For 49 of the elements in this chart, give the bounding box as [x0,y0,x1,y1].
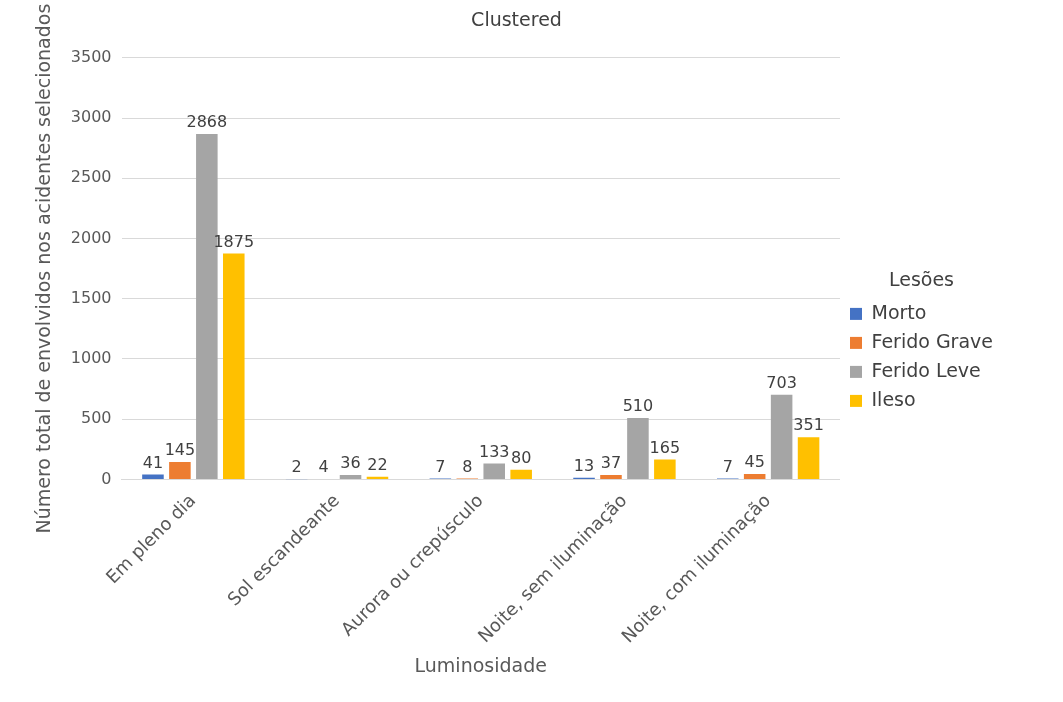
data-label: 133 [478,441,510,461]
bar [797,437,820,479]
data-label: 4 [318,457,329,477]
data-label: 165 [649,437,681,457]
y-tick-label: 2500 [70,167,112,187]
y-tick-label: 3500 [70,46,112,66]
data-label: 13 [573,456,595,476]
y-tick-label: 1000 [70,348,112,368]
legend-label: Ferido Grave [871,329,994,352]
y-tick-label: 1500 [70,287,112,307]
legend-title: Lesões [888,268,955,291]
bar [339,475,362,479]
bar [483,463,506,479]
data-label: 41 [142,452,164,472]
bar [223,253,245,479]
data-label: 8 [462,456,473,476]
y-tick-label: 2000 [70,227,112,247]
data-label: 145 [164,440,196,460]
data-label: 2868 [186,112,228,132]
bar [770,394,793,479]
y-tick-label: 0 [101,468,112,488]
bar [169,461,191,479]
data-label: 2 [291,457,302,477]
bar [600,474,622,479]
bar [743,473,766,479]
chart-title: Clustered [471,8,562,31]
data-label: 703 [766,372,797,392]
bar [510,469,532,479]
data-label: 1875 [213,231,255,251]
data-label: 37 [600,453,622,473]
data-label: 510 [622,396,654,416]
data-label: 7 [722,456,733,476]
data-label: 80 [510,447,532,467]
data-label: 351 [793,415,824,435]
data-label: 45 [744,452,765,472]
bar [366,476,389,479]
bar [654,459,676,479]
y-axis-title: Número total de envolvidos nos acidentes selecionados [32,3,55,534]
y-tick-label: 3000 [70,107,112,127]
bar [142,474,164,479]
x-axis-title: Luminosidade [414,653,547,676]
data-label: 7 [435,456,446,476]
legend-label: Ileso [871,387,916,410]
legend-label: Ferido Leve [871,358,981,381]
data-label: 36 [340,453,361,473]
y-tick-label: 500 [80,408,112,428]
bar [627,417,649,479]
data-label: 22 [367,454,388,474]
legend-label: Morto [871,300,927,323]
